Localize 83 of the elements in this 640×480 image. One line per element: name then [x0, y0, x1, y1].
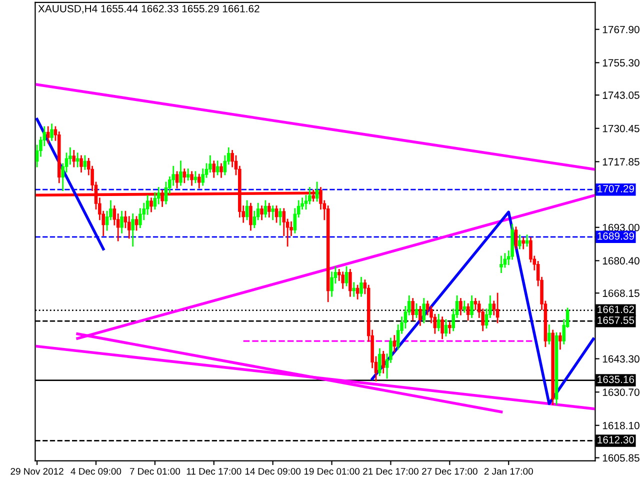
candlestick — [525, 234, 529, 247]
y-tick-label: 1618.10 — [602, 422, 640, 430]
candlestick — [418, 306, 422, 326]
y-tick-label: 1743.05 — [602, 92, 640, 99]
candlestick — [422, 298, 426, 324]
candlestick — [134, 216, 138, 231]
candlestick — [414, 303, 418, 318]
candlestick — [268, 202, 271, 218]
x-tick-label: 14 Dec 09:00 — [245, 468, 301, 475]
candlestick — [198, 174, 201, 188]
candlestick — [448, 322, 452, 334]
candlestick — [271, 206, 274, 220]
candlestick — [382, 350, 385, 374]
candlestick — [150, 198, 153, 212]
candlestick — [548, 324, 551, 344]
chart-title: XAUUSD,H4 1655.44 1662.33 1655.29 1661.62 — [38, 4, 260, 14]
candlestick — [522, 237, 525, 250]
y-tick-label: 1680.40 — [602, 257, 640, 265]
candlestick — [470, 295, 474, 318]
x-tick-label: 4 Dec 09:00 — [70, 468, 122, 475]
candlestick — [378, 348, 382, 376]
candlestick — [131, 213, 134, 247]
candlestick — [274, 206, 278, 223]
candlestick — [190, 171, 194, 186]
y-tick-label: 1730.45 — [602, 124, 640, 132]
candlestick — [179, 160, 182, 186]
candlestick — [496, 292, 500, 324]
y-tick-label: 1717.85 — [602, 158, 640, 166]
candlestick — [186, 168, 190, 180]
candlestick — [344, 266, 348, 286]
candlestick — [175, 171, 179, 188]
candlestick — [46, 126, 50, 144]
candlestick — [315, 182, 319, 202]
candlestick — [558, 332, 562, 350]
candlestick — [348, 268, 352, 297]
y-tick-label: 1668.15 — [602, 290, 640, 297]
ref-line-label: 1661.62 — [598, 306, 634, 314]
candlestick — [518, 234, 522, 250]
candlestick — [440, 316, 444, 340]
y-tick-label: 1755.30 — [602, 59, 640, 67]
candlestick — [352, 282, 356, 297]
y-tick-label: 1767.90 — [602, 26, 640, 34]
y-tick-label: 1630.70 — [602, 388, 640, 396]
y-tick-label: 1693.00 — [602, 224, 640, 232]
candlestick — [444, 319, 448, 336]
ref-line-label: 1635.16 — [598, 376, 634, 384]
x-tick-label: 11 Dec 17:00 — [186, 468, 242, 475]
candlestick — [260, 206, 264, 220]
candlestick — [50, 124, 54, 141]
y-tick-label: 1643.30 — [602, 355, 640, 363]
candlestick — [120, 210, 124, 234]
y-tick-label: 1605.85 — [602, 454, 640, 462]
candlestick — [264, 200, 268, 218]
x-tick-label: 7 Dec 01:00 — [130, 468, 180, 475]
ref-line-label: 1657.55 — [598, 316, 634, 324]
candlestick — [83, 155, 87, 170]
candlestick — [220, 163, 223, 178]
x-tick-label: 19 Dec 01:00 — [304, 468, 360, 475]
candlestick — [466, 303, 470, 321]
candlestick — [249, 202, 252, 231]
x-tick-label: 2 Jan 17:00 — [484, 468, 533, 475]
candlestick — [514, 226, 518, 250]
candlestick — [278, 208, 282, 226]
candlestick — [459, 298, 462, 316]
candlestick — [80, 155, 83, 173]
ref-line-label: 1707.29 — [598, 185, 634, 192]
candlestick — [356, 284, 360, 300]
candlestick — [341, 272, 344, 289]
candlestick — [216, 160, 220, 176]
candlestick — [72, 150, 76, 168]
candlestick — [182, 168, 186, 184]
x-tick-label: 27 Dec 17:00 — [422, 468, 478, 475]
ref-line-label: 1689.39 — [598, 232, 634, 240]
candlestick — [212, 160, 216, 178]
candlestick — [360, 276, 363, 297]
x-tick-label: 21 Dec 17:00 — [363, 468, 418, 475]
candlestick — [436, 314, 440, 332]
candlestick — [392, 335, 396, 352]
ref-line-label: 1612.30 — [598, 436, 634, 444]
candlestick — [500, 256, 503, 274]
candlestick — [411, 298, 414, 321]
candlestick — [245, 200, 249, 220]
x-tick-label: 29 Nov 2012 — [10, 468, 64, 475]
